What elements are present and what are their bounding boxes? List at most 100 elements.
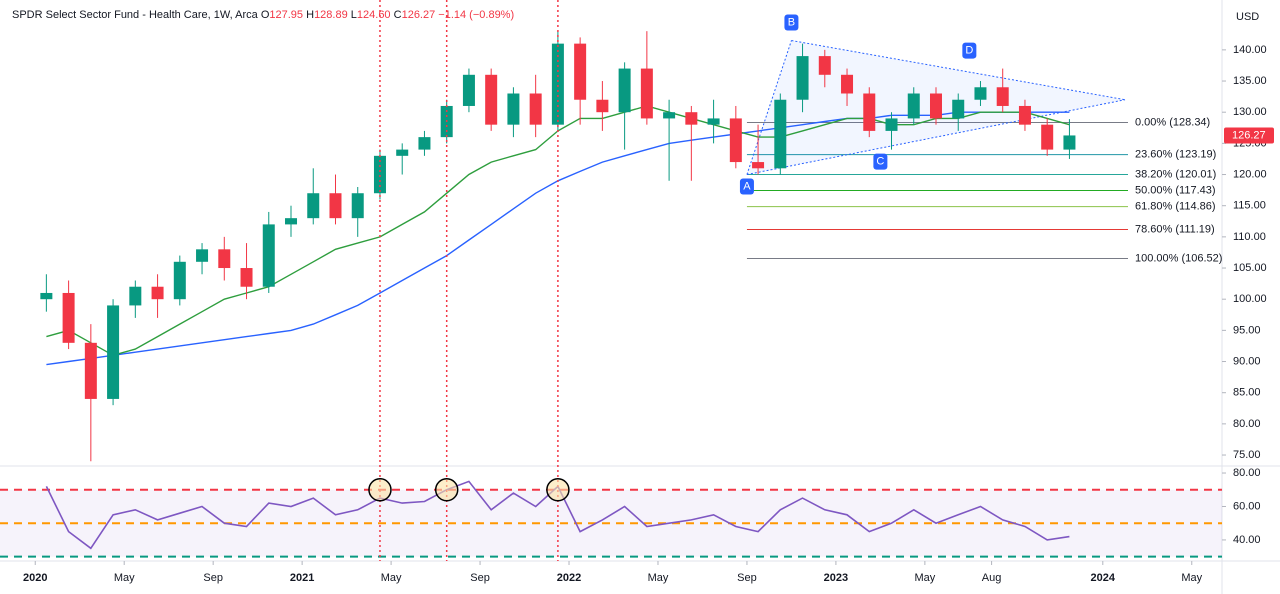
x-tick-label: 2021 bbox=[290, 572, 314, 584]
candle-body bbox=[796, 56, 809, 100]
candle-body bbox=[574, 43, 587, 100]
candle-body bbox=[285, 218, 298, 225]
candle-body bbox=[507, 93, 520, 125]
symbol-title: SPDR Select Sector Fund - Health Care, 1… bbox=[12, 9, 258, 21]
rsi-highlight bbox=[434, 477, 459, 502]
triangle-edge bbox=[791, 40, 1126, 101]
fib-label: 23.60% (123.19) bbox=[1135, 149, 1216, 161]
x-tick-label: 2022 bbox=[557, 572, 581, 584]
candle-body bbox=[907, 93, 920, 119]
fib-label: 100.00% (106.52) bbox=[1135, 252, 1222, 264]
fib-label: 78.60% (111.19) bbox=[1135, 223, 1215, 235]
rsi-highlight bbox=[546, 477, 570, 502]
y-tick-label: 105.00 bbox=[1233, 262, 1267, 274]
candle-body bbox=[774, 99, 787, 169]
ohlc-value: 124.60 bbox=[356, 9, 391, 21]
y-tick-label: 95.00 bbox=[1233, 324, 1261, 336]
fib-label: 38.20% (120.01) bbox=[1135, 168, 1216, 180]
candle-body bbox=[729, 118, 742, 163]
candle-body bbox=[373, 155, 386, 194]
y-tick-label: 140.00 bbox=[1233, 44, 1267, 56]
y-tick-label: 80.00 bbox=[1233, 418, 1261, 430]
pattern-point bbox=[962, 42, 977, 59]
x-tick-label: May bbox=[381, 572, 402, 584]
candle-body bbox=[596, 99, 609, 113]
y-tick-label: 130.00 bbox=[1233, 106, 1267, 118]
fib-label: 0.00% (128.34) bbox=[1135, 116, 1210, 128]
candle-body bbox=[40, 292, 53, 300]
ohlc-value: 126.27 bbox=[401, 9, 436, 21]
candle-body bbox=[462, 74, 475, 106]
candle-body bbox=[752, 162, 765, 169]
y-tick-label: 90.00 bbox=[1233, 355, 1261, 367]
candle-body bbox=[618, 68, 631, 113]
candle-body bbox=[107, 305, 120, 399]
ohlc-key: O bbox=[260, 9, 270, 21]
candle-body bbox=[818, 56, 831, 75]
currency: USD bbox=[1236, 11, 1259, 23]
candle-body bbox=[396, 149, 409, 156]
candle-body bbox=[218, 249, 231, 269]
candle-body bbox=[551, 43, 564, 125]
y-tick-label: 80.00 bbox=[1233, 467, 1261, 479]
x-tick-label: Sep bbox=[470, 572, 490, 584]
y-tick-label: 40.00 bbox=[1233, 534, 1261, 546]
candle-body bbox=[307, 193, 320, 219]
last-price-tag bbox=[1224, 127, 1274, 144]
candle-body bbox=[240, 268, 253, 287]
ohlc-key: H bbox=[306, 9, 315, 21]
candle-body bbox=[841, 74, 854, 94]
y-tick-label: 115.00 bbox=[1233, 200, 1266, 212]
ohlc-key: L bbox=[350, 9, 357, 21]
x-tick-label: Sep bbox=[737, 572, 757, 584]
change: −1.14 (−0.89%) bbox=[438, 9, 515, 21]
candle-body bbox=[173, 261, 186, 300]
candle-body bbox=[418, 137, 431, 150]
pattern-label: C bbox=[876, 156, 884, 168]
pattern-label: A bbox=[743, 180, 751, 192]
ohlc: O127.95 H128.89 L124.60 C126.27 bbox=[261, 9, 438, 21]
candle-body bbox=[351, 193, 364, 219]
pattern-point bbox=[739, 178, 754, 195]
candle-body bbox=[196, 249, 209, 262]
candle-body bbox=[974, 87, 987, 100]
candle-body bbox=[863, 93, 876, 131]
candle-body bbox=[663, 112, 676, 119]
y-tick-label: 135.00 bbox=[1233, 75, 1267, 87]
candle-body bbox=[885, 118, 898, 131]
candle-body bbox=[1063, 135, 1076, 150]
ohlc-key: C bbox=[393, 9, 402, 21]
x-tick-label: May bbox=[914, 572, 935, 584]
candle-body bbox=[529, 93, 542, 125]
y-tick-label: 100.00 bbox=[1233, 293, 1267, 305]
candle-body bbox=[1041, 124, 1054, 150]
x-tick-label: Aug bbox=[982, 572, 1002, 584]
ohlc-value: 128.89 bbox=[314, 9, 348, 21]
candle-body bbox=[707, 118, 720, 125]
x-tick-label: Sep bbox=[203, 572, 223, 584]
candle-body bbox=[485, 74, 498, 125]
candle-body bbox=[685, 112, 698, 125]
y-tick-label: 60.00 bbox=[1233, 500, 1261, 512]
x-tick-label: 2020 bbox=[23, 572, 47, 584]
candle-body bbox=[151, 286, 164, 300]
candle-body bbox=[929, 93, 942, 119]
header: SPDR Select Sector Fund - Health Care, 1… bbox=[12, 9, 514, 21]
candle-body bbox=[640, 68, 653, 119]
pattern-point bbox=[784, 14, 799, 31]
fib-label: 50.00% (117.43) bbox=[1135, 184, 1216, 196]
pattern-point bbox=[873, 153, 888, 170]
rsi-highlight bbox=[368, 477, 392, 502]
triangle-edge bbox=[746, 40, 792, 175]
candle-body bbox=[1018, 105, 1031, 125]
candle-body bbox=[262, 224, 275, 287]
y-tick-label: 110.00 bbox=[1233, 231, 1266, 243]
candle-body bbox=[129, 286, 142, 306]
pattern-label: D bbox=[965, 44, 973, 56]
x-tick-label: May bbox=[1181, 572, 1202, 584]
x-tick-label: 2023 bbox=[824, 572, 848, 584]
x-tick-label: May bbox=[648, 572, 669, 584]
candle-body bbox=[329, 193, 342, 219]
